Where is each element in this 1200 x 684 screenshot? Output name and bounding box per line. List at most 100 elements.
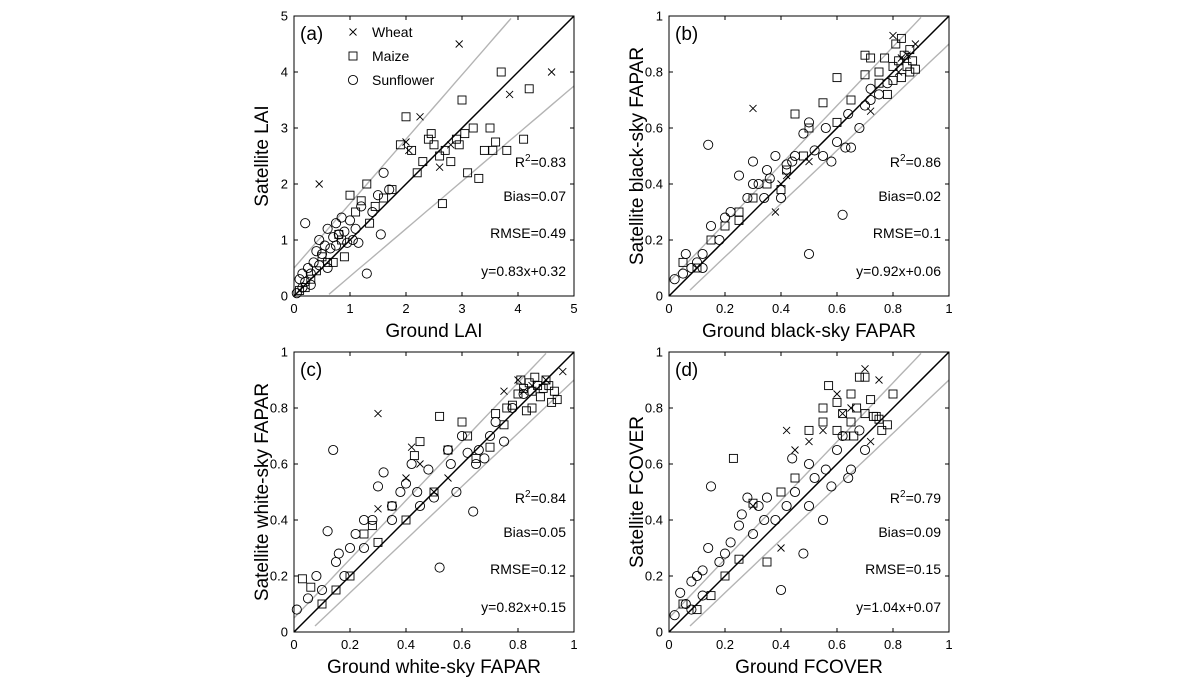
y-tick-label: 0.2: [645, 569, 663, 584]
point-wheat: [777, 180, 785, 188]
point-sunflower: [787, 156, 798, 167]
point-maize: [407, 145, 417, 155]
legend-marker-maize: [348, 51, 358, 61]
point-maize: [846, 389, 856, 399]
point-sunflower: [840, 142, 851, 153]
point-sunflower: [680, 598, 691, 610]
point-maize: [454, 140, 464, 150]
point-maize: [776, 487, 786, 497]
fit-equation: y=1.04x+0.07: [856, 599, 941, 615]
point-sunflower: [507, 402, 518, 414]
point-maize: [339, 252, 349, 262]
point-sunflower: [817, 514, 829, 526]
point-wheat: [558, 367, 567, 376]
point-sunflower: [479, 453, 490, 464]
point-wheat: [528, 381, 536, 390]
panel-tag: (c): [300, 360, 322, 381]
x-tick-label: 0.8: [509, 637, 527, 652]
point-maize: [734, 215, 744, 225]
point-maize: [460, 129, 470, 139]
point-maize: [762, 557, 772, 567]
point-sunflower: [442, 444, 454, 456]
point-maize: [544, 381, 554, 391]
point-sunflower: [350, 223, 361, 234]
point-wheat: [805, 437, 813, 446]
point-sunflower: [333, 229, 344, 240]
point-maize: [379, 193, 389, 203]
point-maize: [882, 89, 892, 99]
point-sunflower: [297, 268, 308, 279]
point-sunflower: [330, 218, 342, 229]
point-sunflower: [803, 117, 815, 128]
point-maize: [782, 165, 792, 175]
point-maize: [521, 406, 531, 416]
point-wheat: [430, 488, 438, 496]
point-maize: [888, 61, 898, 71]
point-sunflower: [473, 444, 484, 456]
point-sunflower: [873, 89, 885, 100]
x-tick-label: 1: [570, 637, 577, 652]
point-maize: [297, 574, 307, 584]
point-sunflower: [322, 223, 333, 234]
point-sunflower: [342, 237, 353, 248]
point-sunflower: [759, 192, 770, 204]
x-tick-label: 0: [290, 301, 297, 316]
point-sunflower: [703, 139, 714, 150]
x-tick-label: 0.6: [828, 301, 846, 316]
point-sunflower: [518, 388, 529, 400]
x-axis-label: Ground FCOVER: [735, 657, 883, 678]
point-maize: [479, 145, 489, 155]
point-wheat: [782, 171, 791, 180]
point-sunflower: [826, 481, 837, 492]
point-wheat: [547, 68, 556, 76]
point-sunflower: [770, 514, 781, 526]
point-sunflower: [759, 514, 770, 526]
point-sunflower: [456, 430, 468, 442]
point-maize: [866, 395, 876, 405]
bound-line-upper: [293, 17, 512, 269]
point-maize: [471, 453, 481, 463]
point-maize: [496, 67, 506, 77]
point-sunflower: [837, 430, 848, 442]
x-tick-label: 4: [514, 301, 521, 316]
point-wheat: [833, 390, 841, 398]
point-maize: [734, 554, 744, 564]
x-tick-label: 3: [458, 301, 465, 316]
y-axis-label: Satellite white-sky FAPAR: [252, 383, 273, 601]
point-sunflower: [386, 514, 398, 526]
point-sunflower: [305, 268, 316, 279]
point-sunflower: [414, 500, 426, 512]
point-maize: [437, 199, 447, 209]
point-maize: [868, 411, 878, 421]
point-maize: [295, 285, 305, 295]
panel-b: 0 0.2 0.4 0.6 0.8 1 0 0.2 0.4 0.6 0.8 1 Ground black…: [627, 9, 953, 343]
panel-tag: (d): [675, 360, 698, 381]
point-sunflower: [305, 279, 316, 290]
x-tick-label: 0.2: [716, 637, 734, 652]
point-sunflower: [761, 492, 773, 503]
point-maize: [874, 414, 884, 424]
axes-frame: [668, 15, 950, 297]
point-sunflower: [428, 492, 440, 503]
point-sunflower: [339, 226, 350, 237]
point-wheat: [861, 364, 869, 373]
point-maize: [423, 134, 433, 144]
point-sunflower: [843, 472, 854, 484]
point-maize: [491, 137, 501, 147]
point-maize: [306, 582, 316, 592]
point-maize: [387, 501, 397, 511]
point-maize: [429, 487, 439, 497]
point-sunflower: [789, 150, 801, 162]
point-maize: [910, 64, 920, 74]
point-maize: [818, 403, 828, 413]
identity-line: [293, 15, 575, 297]
point-sunflower: [384, 184, 395, 195]
point-sunflower: [865, 94, 876, 106]
point-sunflower: [831, 136, 843, 148]
point-wheat: [819, 426, 827, 435]
point-maize: [401, 112, 411, 122]
point-sunflower: [747, 528, 759, 540]
x-tick-label: 0.2: [341, 637, 359, 652]
point-wheat: [315, 180, 324, 188]
